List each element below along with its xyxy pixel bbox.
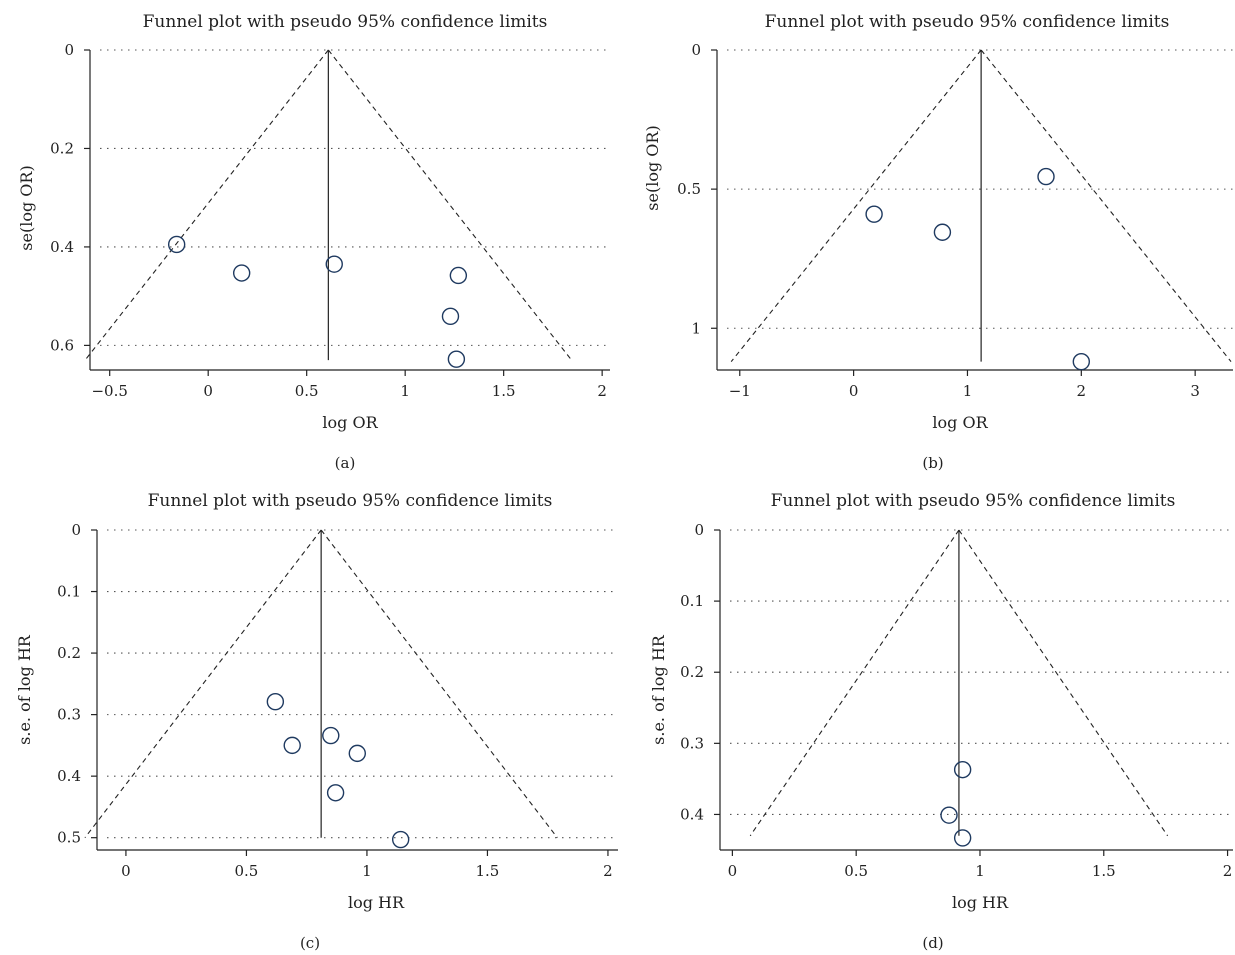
study-point-1: [940, 806, 958, 824]
y-tick-label: 0: [71, 521, 81, 539]
y-tick-label: 0.1: [57, 583, 81, 601]
x-tick-label: 0.5: [844, 862, 868, 880]
y-tick-label: 0.2: [50, 139, 74, 157]
x-tick-label: 0: [203, 382, 213, 400]
chart-title: Funnel plot with pseudo 95% confidence l…: [148, 491, 553, 511]
study-point-3: [449, 266, 468, 285]
y-tick-label: 0.3: [57, 706, 81, 724]
funnel-plot-panel-a: 0 0.2 0.4 0.6 −0.5 0 0.5 1 1.5 2 Funnel plot with …: [17, 12, 610, 472]
x-tick-label: 3: [1190, 382, 1200, 400]
ci-lower-line: [84, 529, 322, 839]
y-tick-label: 0: [694, 521, 704, 539]
study-point-1: [933, 223, 952, 241]
ci-lower-line: [730, 49, 982, 362]
ci-upper-line: [958, 529, 1169, 837]
study-point-2: [322, 726, 340, 745]
y-tick-label: 0.4: [680, 805, 704, 823]
study-point-2: [953, 829, 972, 847]
y-tick-label: 0.5: [57, 829, 81, 847]
y-tick-label: 0.4: [57, 767, 81, 785]
x-tick-label: 0.5: [295, 382, 319, 400]
chart-title: Funnel plot with pseudo 95% confidence l…: [143, 12, 548, 32]
ci-upper-line: [320, 529, 558, 839]
x-tick-label: 2: [603, 862, 613, 880]
y-axis-label: se(log OR): [17, 165, 36, 250]
study-point-3: [348, 744, 366, 763]
x-tick-label: 0: [849, 382, 859, 400]
study-point-1: [232, 264, 251, 282]
x-tick-label: 1: [963, 382, 973, 400]
x-tick-label: 1: [362, 862, 372, 880]
x-tick-label: 1.5: [492, 382, 516, 400]
x-axis-label: log OR: [322, 413, 378, 432]
study-point-5: [391, 830, 410, 849]
funnel-plot-panel-b: 0 0.5 1 −1 0 1 2 3 Funnel plot with pseudo 95% c…: [643, 12, 1233, 472]
study-point-0: [167, 235, 186, 254]
x-tick-label: −1: [729, 382, 751, 400]
panel-caption: (b): [922, 454, 943, 472]
y-axis-label: se(log OR): [643, 125, 662, 210]
x-axis-label: log HR: [348, 893, 405, 912]
study-point-2: [325, 255, 343, 273]
ci-lower-line: [84, 49, 329, 361]
ci-upper-line: [980, 49, 1232, 362]
ci-lower-line: [749, 529, 960, 837]
y-tick-label: 1: [691, 319, 701, 337]
panel-caption: (a): [335, 454, 356, 472]
y-tick-label: 0.5: [677, 180, 701, 198]
ci-upper-line: [327, 49, 573, 361]
y-tick-label: 0: [691, 41, 701, 59]
funnel-plot-panel-d: 0 0.1 0.2 0.3 0.4 0 0.5 1 1.5 2 Funnel plot with p…: [649, 491, 1233, 952]
study-point-3: [1072, 352, 1091, 371]
x-tick-label: 0: [121, 862, 131, 880]
y-axis-label: s.e. of log HR: [15, 634, 34, 745]
x-tick-label: 2: [1077, 382, 1087, 400]
y-axis-label: s.e. of log HR: [649, 634, 668, 745]
study-point-4: [326, 784, 345, 802]
y-tick-label: 0: [64, 41, 74, 59]
x-axis-label: log HR: [952, 893, 1009, 912]
x-axis-label: log OR: [932, 413, 988, 432]
y-tick-label: 0.2: [680, 663, 704, 681]
x-tick-label: 2: [1223, 862, 1233, 880]
panel-caption: (d): [922, 934, 943, 952]
x-tick-label: 1.5: [476, 862, 500, 880]
study-point-0: [865, 205, 883, 223]
x-tick-label: 0.5: [234, 862, 258, 880]
study-point-5: [447, 350, 466, 368]
x-tick-label: 0: [728, 862, 738, 880]
x-tick-label: 2: [597, 382, 607, 400]
x-tick-label: −0.5: [91, 382, 127, 400]
x-tick-label: 1.5: [1092, 862, 1116, 880]
panel-caption: (c): [300, 934, 320, 952]
y-tick-label: 0.4: [50, 238, 74, 256]
study-point-0: [953, 760, 972, 779]
study-point-1: [283, 736, 301, 755]
x-tick-label: 1: [975, 862, 985, 880]
study-point-2: [1037, 167, 1055, 186]
y-tick-label: 0.6: [50, 336, 74, 354]
funnel-plot-panel-c: 0 0.1 0.2 0.3 0.4 0.5 0 0.5 1 1.5 2 Funnel plot wit…: [15, 491, 618, 952]
study-point-4: [441, 307, 460, 326]
y-tick-label: 0.3: [680, 734, 704, 752]
chart-title: Funnel plot with pseudo 95% confidence l…: [765, 12, 1170, 32]
x-tick-label: 1: [400, 382, 410, 400]
chart-title: Funnel plot with pseudo 95% confidence l…: [771, 491, 1176, 511]
y-tick-label: 0.2: [57, 644, 81, 662]
study-point-0: [266, 692, 285, 711]
y-tick-label: 0.1: [680, 592, 704, 610]
